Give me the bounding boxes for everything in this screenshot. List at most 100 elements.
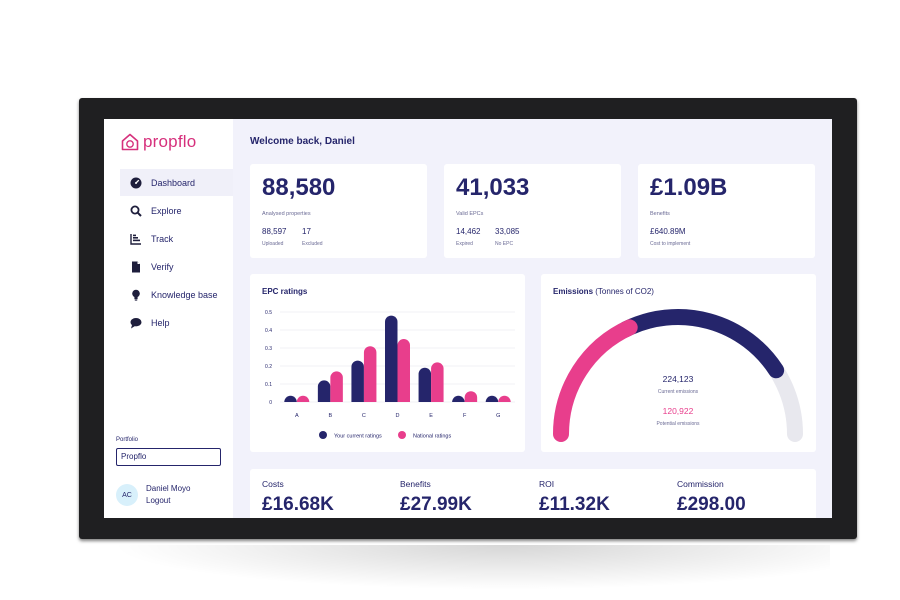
portfolio-select[interactable]: Propflo [116,448,221,466]
epc-ratings-panel: EPC ratings 0 0.1 0.2 0.3 0.4 0.5 A B C D E F G Your… [250,274,525,452]
page-title: Welcome back, Daniel [250,136,355,147]
epc-ratings-chart: 0 0.1 0.2 0.3 0.4 0.5 A B C D E F G Your current rat… [265,310,515,440]
sidebar-item-label: Explore [151,205,182,216]
legend-label-national: National ratings [413,434,451,440]
bar-current-G[interactable] [485,395,499,402]
kpi-label: Benefits [650,211,670,217]
stat-value: £27.99K [400,494,472,515]
bar-national-C[interactable] [363,346,377,402]
benefits-stat: Benefits £27.99K [400,479,472,516]
x-tick-label: A [295,413,299,419]
potential-emissions-label: Potential emissions [656,421,700,427]
kpi-label: Valid EPCs [456,211,484,217]
kpi-value: 41,033 [456,174,530,201]
sidebar-item-dashboard[interactable]: Dashboard [120,169,233,196]
kpi-sub-label: Uploaded [262,241,284,247]
kpi-label: Analysed properties [262,211,311,217]
sidebar-item-label: Verify [151,261,174,272]
kpi-sub-label: Excluded [302,241,323,247]
sidebar-item-label: Dashboard [151,177,196,188]
sidebar-item-label: Track [151,233,174,244]
bar-national-B[interactable] [330,371,343,402]
kpi-sub-label: Cost to implement [650,241,691,247]
sidebar-item-track[interactable]: Track [120,225,233,252]
emissions-gauge: 224,123 Current emissions 120,922 Potent… [553,309,803,442]
costs-stat: Costs £16.68K [262,479,334,516]
x-tick-label: B [329,413,333,419]
stat-label: Commission [677,479,724,489]
bar-current-B[interactable] [317,380,331,402]
lightbulb-icon [129,288,142,301]
y-tick-label: 0.3 [265,346,272,352]
bar-current-F[interactable] [452,395,465,402]
sidebar-item-help[interactable]: Help [120,309,233,336]
bar-chart-icon [129,232,142,245]
legend-label-current: Your current ratings [334,434,382,440]
kpi-sub-label: Expired [456,241,473,247]
sidebar-item-verify[interactable]: Verify [120,253,233,280]
kpi-value: 88,580 [262,174,336,201]
bar-current-E[interactable] [418,367,432,402]
stat-label: ROI [539,479,555,489]
bar-national-A[interactable] [296,395,310,402]
epc-ratings-title: EPC ratings [262,287,308,296]
kpi-card-analysed: 88,580 Analysed properties 88,597 Upload… [250,164,427,258]
y-tick-label: 0 [269,400,272,406]
stat-label: Benefits [400,479,431,489]
bar-national-G[interactable] [498,395,511,402]
stat-value: £11.32K [539,494,610,515]
dashboard-gauge-icon [129,176,142,189]
sidebar: propflo Dashboard Explore Track [104,119,233,518]
y-tick-label: 0.1 [265,382,272,388]
emissions-title: Emissions (Tonnes of CO2) [553,287,654,296]
logout-link[interactable]: Logout [146,496,171,505]
emissions-title-unit: (Tonnes of CO2) [595,287,654,296]
user-name: Daniel Moyo [146,484,191,493]
stat-value: £16.68K [262,494,334,515]
user-profile: AC Daniel Moyo Logout [116,483,190,507]
y-tick-label: 0.5 [265,310,272,316]
sidebar-item-knowledge-base[interactable]: Knowledge base [120,281,233,308]
bar-current-A[interactable] [284,395,297,402]
chart-legend: Your current ratings National ratings [319,431,451,440]
bar-current-D[interactable] [385,315,398,402]
kpi-card-valid-epcs: 41,033 Valid EPCs 14,462 Expired 33,085 … [444,164,621,258]
monitor-shadow [110,545,830,590]
x-tick-label: G [496,413,500,419]
stat-value: £298.00 [677,494,746,515]
avatar[interactable]: AC [116,484,138,506]
stat-label: Costs [262,479,284,489]
gauge-potential-arc [553,319,638,442]
bar-national-F[interactable] [464,391,478,402]
chat-bubble-icon [129,316,142,329]
kpi-value: £1.09B [650,174,728,201]
logo[interactable]: propflo [120,131,196,153]
gauge-current-arc [617,309,785,379]
sidebar-item-explore[interactable]: Explore [120,197,233,224]
legend-swatch-current [319,431,327,439]
logo-text: propflo [143,132,197,151]
kpi-sub-value: 17 [302,227,311,236]
emissions-title-main: Emissions [553,287,594,296]
sidebar-item-label: Knowledge base [151,289,218,300]
roi-stat: ROI £11.32K [539,479,610,516]
bar-national-D[interactable] [397,339,411,402]
current-emissions-label: Current emissions [658,389,699,395]
x-tick-label: D [396,413,400,419]
kpi-sub-label: No EPC [495,241,514,247]
search-icon [129,204,142,217]
legend-swatch-national [398,431,406,439]
app-screen: propflo Dashboard Explore Track [104,119,832,518]
kpi-sub-value: £640.89M [650,227,686,236]
sidebar-nav: Dashboard Explore Track Verify [120,169,233,337]
bar-national-E[interactable] [431,362,444,402]
potential-emissions-value: 120,922 [663,406,694,416]
portfolio-label: Portfolio [116,437,139,443]
kpi-card-benefits: £1.09B Benefits £640.89M Cost to impleme… [638,164,815,258]
commission-stat: Commission £298.00 [677,479,746,516]
y-tick-label: 0.2 [265,364,272,370]
kpi-sub-value: 33,085 [495,227,520,236]
x-tick-label: E [429,413,433,419]
bar-current-C[interactable] [351,360,364,402]
y-tick-label: 0.4 [265,328,272,334]
